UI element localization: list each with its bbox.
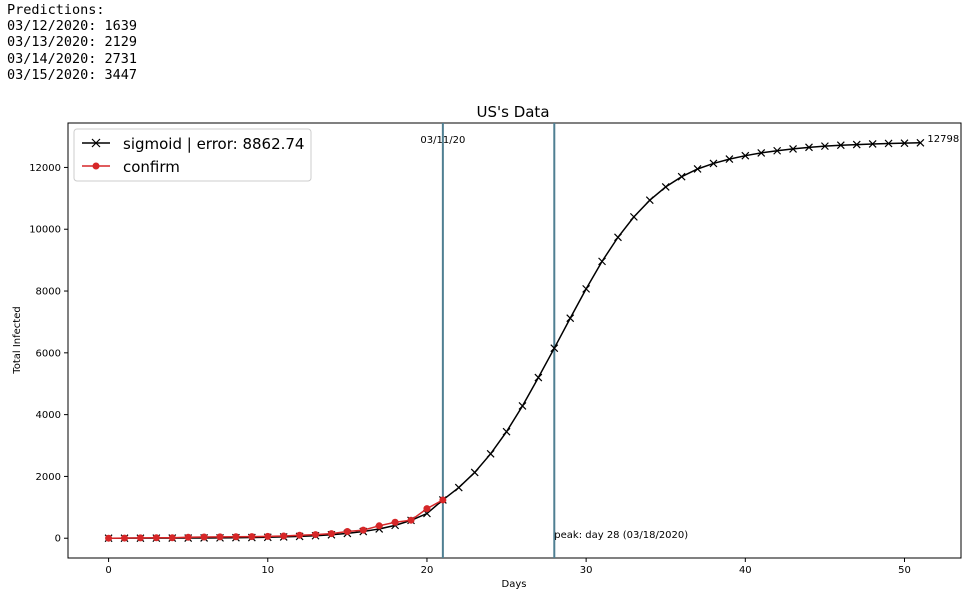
x-tick-label: 0 bbox=[105, 565, 111, 576]
confirm-point bbox=[248, 533, 256, 541]
y-axis-label: Total Infected bbox=[12, 306, 23, 374]
confirm-point bbox=[327, 530, 335, 538]
prediction-line-3: 03/14/2020: 2731 bbox=[7, 50, 138, 67]
sigmoid-point bbox=[741, 151, 750, 160]
confirm-point bbox=[343, 528, 351, 536]
sigmoid-point bbox=[550, 344, 559, 353]
x-axis: 0 10 20 30 40 50 bbox=[105, 558, 911, 576]
x-tick-label: 50 bbox=[898, 565, 911, 576]
sigmoid-point bbox=[566, 314, 575, 323]
confirm-point bbox=[280, 532, 288, 540]
series-group bbox=[104, 138, 925, 543]
sigmoid-point bbox=[518, 402, 527, 410]
chart-title: US's Data bbox=[476, 103, 549, 121]
sigmoid-point bbox=[805, 143, 813, 152]
prediction-line-4: 03/15/2020: 3447 bbox=[7, 66, 138, 83]
y-tick-label: 4000 bbox=[36, 410, 61, 421]
sigmoid-point bbox=[836, 141, 845, 150]
y-tick-label: 0 bbox=[55, 534, 61, 545]
y-tick-label: 12000 bbox=[29, 163, 61, 174]
sigmoid-point bbox=[916, 138, 925, 147]
end-value-label: 12798 bbox=[927, 134, 959, 145]
sigmoid-point bbox=[852, 140, 861, 149]
sigmoid-point bbox=[502, 427, 511, 436]
vertical-markers: 03/11/20 peak: day 28 (03/18/2020) bbox=[420, 123, 688, 558]
confirm-point bbox=[105, 534, 113, 542]
sigmoid-point bbox=[645, 196, 654, 205]
series-line-2 bbox=[108, 499, 444, 539]
sigmoid-point bbox=[820, 142, 829, 151]
confirm-point bbox=[121, 534, 129, 542]
sigmoid-point bbox=[582, 284, 591, 293]
sigmoid-point bbox=[884, 139, 893, 148]
sigmoid-point bbox=[789, 144, 797, 153]
y-tick-label: 10000 bbox=[29, 225, 61, 236]
confirm-point bbox=[375, 522, 383, 530]
confirm-point bbox=[391, 518, 399, 526]
sigmoid-point bbox=[486, 449, 495, 458]
confirm-point bbox=[152, 534, 160, 542]
sigmoid-point bbox=[534, 373, 543, 382]
x-axis-label: Days bbox=[502, 579, 527, 590]
confirm-point bbox=[264, 532, 272, 540]
legend-sigmoid-label: sigmoid | error: 8862.74 bbox=[123, 135, 304, 153]
x-tick-label: 20 bbox=[421, 565, 434, 576]
vline-label-1: 03/11/20 bbox=[420, 135, 465, 146]
confirm-point bbox=[296, 531, 304, 539]
legend-confirm-label: confirm bbox=[123, 158, 180, 176]
series-line-1 bbox=[108, 142, 921, 539]
sigmoid-point bbox=[709, 159, 718, 168]
confirm-point bbox=[200, 533, 208, 541]
legend-box bbox=[73, 128, 312, 182]
vline-label-2: peak: day 28 (03/18/2020) bbox=[554, 530, 688, 541]
sigmoid-point bbox=[677, 172, 686, 181]
legend-sigmoid-marker-x-icon bbox=[91, 138, 101, 148]
confirm-point bbox=[359, 526, 367, 534]
x-tick-label: 40 bbox=[739, 565, 752, 576]
sigmoid-point bbox=[773, 146, 782, 155]
confirm-point bbox=[439, 496, 447, 504]
confirm-point bbox=[184, 533, 192, 541]
y-tick-label: 6000 bbox=[36, 348, 61, 359]
predictions-header: Predictions: bbox=[7, 2, 105, 18]
x-tick-label: 10 bbox=[261, 565, 274, 576]
sigmoid-point bbox=[725, 155, 734, 164]
prediction-line-1: 03/12/2020: 1639 bbox=[7, 18, 138, 35]
confirm-point bbox=[232, 533, 240, 541]
predictions-output: Predictions: 03/12/2020: 1639 03/13/2020… bbox=[7, 2, 137, 83]
sigmoid-point bbox=[661, 182, 670, 191]
sigmoid-point bbox=[693, 165, 702, 173]
sigmoid-point bbox=[757, 148, 766, 157]
sigmoid-point bbox=[629, 212, 638, 221]
y-axis: 0 2000 4000 6000 8000 10000 12000 bbox=[29, 163, 68, 545]
confirm-point bbox=[423, 505, 431, 513]
confirm-point bbox=[312, 531, 320, 539]
y-tick-label: 2000 bbox=[36, 472, 61, 483]
legend-confirm-marker-icon bbox=[92, 162, 100, 170]
sigmoid-point bbox=[454, 483, 463, 492]
sigmoid-point bbox=[900, 139, 909, 148]
y-tick-label: 8000 bbox=[36, 287, 61, 298]
sigmoid-point bbox=[614, 233, 622, 242]
prediction-line-2: 03/13/2020: 2129 bbox=[7, 34, 138, 51]
confirm-point bbox=[216, 533, 224, 541]
confirm-point bbox=[407, 516, 415, 524]
confirm-point bbox=[168, 534, 176, 542]
legend: sigmoid | error: 8862.74 confirm bbox=[73, 128, 312, 182]
sigmoid-point bbox=[868, 140, 877, 148]
x-tick-label: 30 bbox=[580, 565, 593, 576]
plot-area bbox=[67, 122, 962, 559]
sigmoid-point bbox=[598, 257, 606, 266]
confirm-point bbox=[136, 534, 144, 542]
sigmoid-point bbox=[470, 468, 479, 477]
